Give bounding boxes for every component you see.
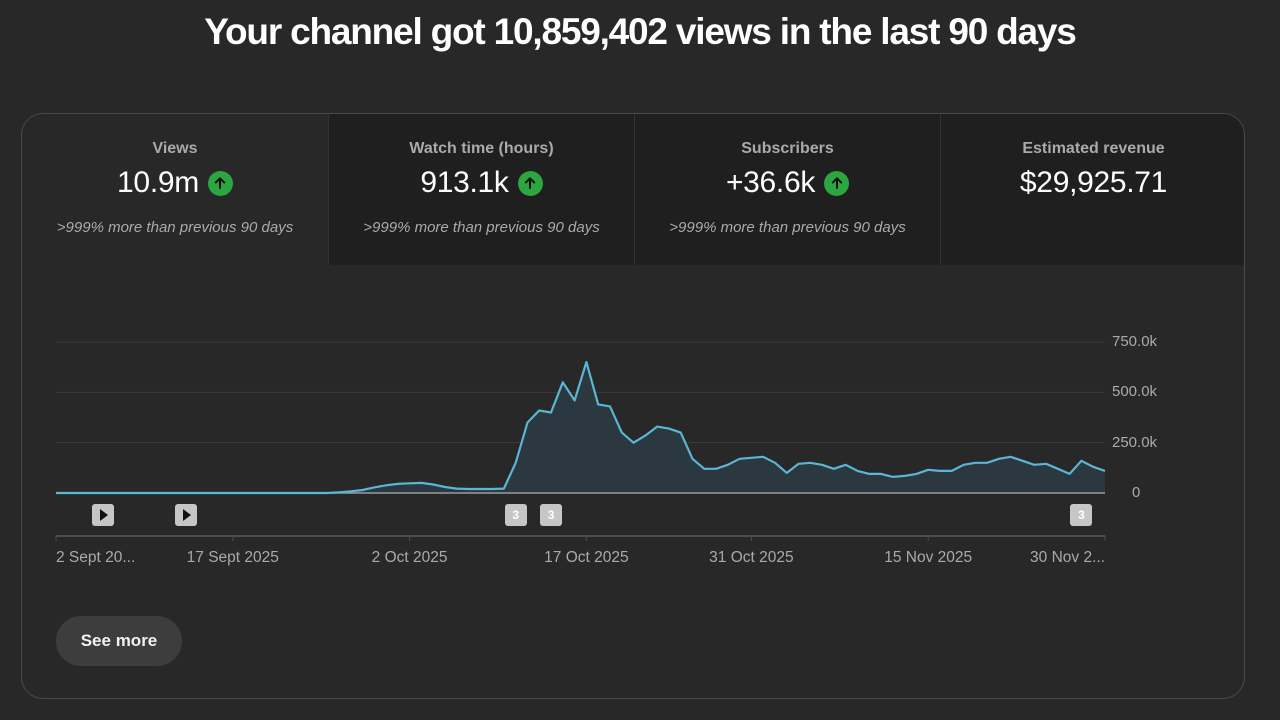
video-play-marker[interactable] bbox=[92, 504, 115, 526]
tab-label: Estimated revenue bbox=[1022, 140, 1165, 157]
tab-views[interactable]: Views 10.9m >999% more than previous 90 … bbox=[22, 114, 328, 265]
tab-comparison: >999% more than previous 90 days bbox=[669, 219, 906, 236]
analytics-card: Views 10.9m >999% more than previous 90 … bbox=[21, 113, 1245, 699]
video-count-marker[interactable]: 3 bbox=[540, 504, 563, 526]
arrow-up-icon bbox=[207, 170, 233, 196]
video-count-marker[interactable]: 3 bbox=[1070, 504, 1093, 526]
x-tick-label: 17 Sept 2025 bbox=[186, 549, 279, 566]
tab-comparison: >999% more than previous 90 days bbox=[56, 219, 294, 236]
tab-label: Watch time (hours) bbox=[409, 140, 554, 157]
metric-tabs: Views 10.9m >999% more than previous 90 … bbox=[22, 114, 1244, 265]
x-tick-label: 30 Nov 2... bbox=[1030, 549, 1105, 566]
page-headline: Your channel got 10,859,402 views in the… bbox=[204, 11, 1077, 52]
line-chart-plot[interactable] bbox=[22, 265, 1245, 699]
y-tick-label: 0 bbox=[1132, 484, 1141, 501]
tab-value: 913.1k bbox=[420, 166, 509, 199]
tab-label: Subscribers bbox=[741, 140, 834, 157]
tab-subscribers[interactable]: Subscribers +36.6k >999% more than previ… bbox=[634, 114, 940, 265]
arrow-up-icon bbox=[517, 170, 543, 196]
x-tick-label: 31 Oct 2025 bbox=[709, 549, 794, 566]
tab-label: Views bbox=[152, 140, 198, 157]
x-tick-label: 17 Oct 2025 bbox=[544, 549, 629, 566]
arrow-up-icon bbox=[824, 170, 850, 196]
tab-estimated-revenue[interactable]: Estimated revenue $29,925.71 bbox=[940, 114, 1244, 265]
tab-value: 10.9m bbox=[117, 166, 199, 199]
video-play-marker[interactable] bbox=[174, 504, 197, 526]
video-count-marker[interactable]: 3 bbox=[504, 504, 527, 526]
tab-comparison: >999% more than previous 90 days bbox=[363, 219, 600, 236]
y-tick-label: 250.0k bbox=[1112, 433, 1158, 451]
x-tick-label: 2 Sept 20... bbox=[56, 549, 136, 566]
tab-value: +36.6k bbox=[725, 166, 816, 199]
x-tick-label: 15 Nov 2025 bbox=[884, 549, 973, 566]
x-tick-label: 2 Oct 2025 bbox=[371, 549, 448, 566]
tab-value: $29,925.71 bbox=[1019, 166, 1168, 199]
y-tick-label: 750.0k bbox=[1112, 333, 1158, 350]
see-more-button[interactable]: See more bbox=[56, 616, 182, 666]
views-chart[interactable]: 750.0k 500.0k 250.0k 0 2 Sept 20... 17 Sept … bbox=[22, 265, 1245, 699]
y-tick-label: 500.0k bbox=[1112, 383, 1158, 401]
tab-watch-time[interactable]: Watch time (hours) 913.1k >999% more tha… bbox=[328, 114, 634, 265]
